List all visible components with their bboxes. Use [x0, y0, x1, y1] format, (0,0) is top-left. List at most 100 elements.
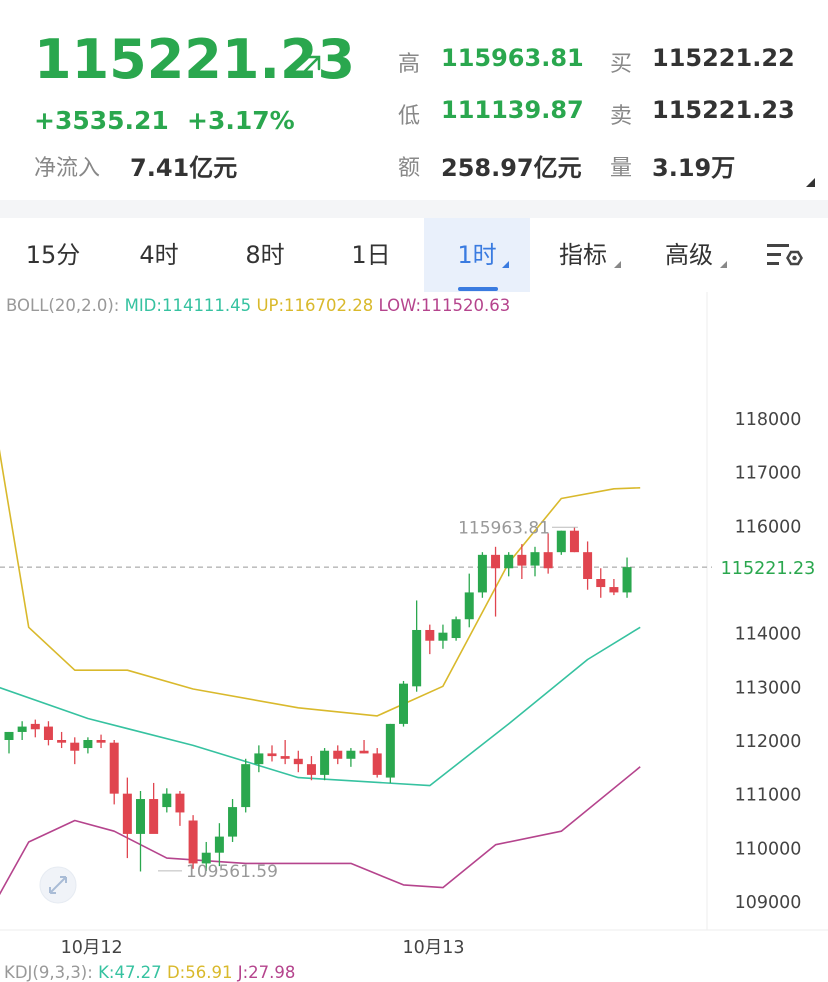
candle-body: [346, 750, 356, 759]
y-tick-label: 109000: [735, 893, 802, 913]
candle-body: [517, 554, 527, 566]
tab-8h[interactable]: 8时: [212, 218, 318, 292]
candle-body: [280, 756, 290, 759]
tab-1h[interactable]: 1时: [424, 218, 530, 292]
candle-body: [438, 632, 448, 641]
tab-label: 1时: [457, 241, 497, 269]
candle-body: [70, 742, 80, 751]
low-label: 低: [398, 104, 421, 129]
divider: [0, 200, 828, 218]
tab-label: 8时: [245, 241, 285, 269]
y-tick-label: 116000: [735, 517, 802, 537]
low-value: 111139.87: [441, 96, 584, 124]
candle-body: [491, 554, 501, 569]
price-change: +3535.21: [34, 106, 169, 135]
candle-body: [162, 793, 172, 808]
candle-body: [136, 799, 145, 834]
candle-body: [333, 750, 343, 759]
tab-label: 高级: [665, 241, 713, 269]
volume-label: 量: [610, 156, 633, 181]
candle-body: [425, 629, 435, 641]
y-tick-label: 112000: [735, 732, 802, 752]
bid-value: 115221.22: [652, 44, 795, 72]
candle-body: [556, 530, 566, 553]
candlestick-chart[interactable]: 118000 117000 116000 114000 113000 112000 1110…: [0, 292, 828, 962]
candle-body: [43, 726, 53, 740]
current-price-label: 115221.23: [721, 559, 816, 579]
candle-body: [622, 567, 632, 593]
tab-4h[interactable]: 4时: [106, 218, 212, 292]
candle-body: [188, 820, 198, 864]
candle-body: [583, 552, 593, 579]
tab-advanced[interactable]: 高级: [636, 218, 742, 292]
arrow-up-right-icon: [300, 55, 321, 76]
y-tick-label: 113000: [735, 678, 802, 698]
tab-15min[interactable]: 15分: [0, 218, 106, 292]
candle-body: [228, 807, 238, 837]
candle-body: [543, 552, 553, 569]
boll-lower-line: [0, 766, 641, 896]
tab-1d[interactable]: 1日: [318, 218, 424, 292]
y-tick-label: 117000: [735, 464, 802, 484]
price-change-pct: +3.17%: [187, 106, 295, 135]
candle-body: [17, 726, 27, 732]
boll-mid: MID:114111.45: [124, 296, 252, 315]
dropdown-corner-icon: [614, 261, 621, 268]
candle-body: [122, 793, 132, 834]
boll-params: BOLL(20,2.0):: [6, 296, 120, 315]
candle-body: [96, 740, 106, 743]
candle-body: [596, 579, 606, 588]
candle-body: [4, 731, 14, 740]
tab-indicators[interactable]: 指标: [530, 218, 636, 292]
y-tick-label: 111000: [735, 786, 802, 806]
low-marker-label: 109561.59: [186, 862, 278, 882]
inflow-label: 净流入: [34, 156, 101, 181]
candle-body: [293, 758, 303, 765]
dropdown-corner-icon: [720, 261, 727, 268]
tab-label: 指标: [559, 241, 607, 269]
period-tabs: 15分 4时 8时 1日 1时 指标 高级: [0, 218, 828, 292]
candle-body: [530, 552, 540, 566]
kdj-d: D:56.91: [166, 963, 233, 982]
kdj-params: KDJ(9,3,3):: [4, 963, 93, 982]
amount-label: 额: [398, 156, 421, 181]
y-tick-label: 110000: [735, 839, 802, 859]
tab-label: 15分: [25, 241, 81, 269]
candle-body: [254, 753, 264, 765]
candle-body: [149, 799, 159, 834]
x-tick-label: 10月12: [61, 938, 123, 958]
fullscreen-icon[interactable]: [39, 866, 77, 904]
kdj-k: K:47.27: [98, 963, 162, 982]
candle-body: [504, 554, 514, 569]
ask-label: 卖: [610, 104, 633, 129]
candle-body: [372, 753, 382, 775]
candle-body: [57, 740, 67, 743]
candle-body: [569, 530, 579, 553]
candle-body: [320, 750, 330, 775]
candle-body: [267, 753, 277, 757]
candle-body: [385, 723, 395, 778]
candle-body: [464, 592, 474, 620]
volume-value: 3.19万: [652, 154, 736, 182]
x-tick-label: 10月13: [402, 938, 464, 958]
kdj-j: J:27.98: [237, 963, 296, 982]
expand-corner-icon[interactable]: [806, 178, 815, 187]
chart-settings-icon[interactable]: [764, 240, 804, 272]
candle-body: [609, 587, 619, 593]
candle-body: [412, 629, 422, 687]
candle-body: [477, 554, 487, 593]
active-tab-indicator: [458, 287, 498, 291]
boll-upper-line: [0, 449, 641, 717]
last-price: 115221.23: [34, 28, 356, 91]
ask-value: 115221.23: [652, 96, 795, 124]
tab-label: 4时: [139, 241, 179, 269]
candle-body: [201, 852, 211, 864]
y-tick-label: 118000: [735, 410, 802, 430]
candle-body: [83, 740, 93, 749]
high-label: 高: [398, 52, 421, 77]
boll-up: UP:116702.28: [256, 296, 374, 315]
boll-low: LOW:111520.63: [378, 296, 511, 315]
kdj-legend: KDJ(9,3,3): K:47.27 D:56.91 J:27.98: [4, 963, 295, 982]
quote-header: 115221.23 +3535.21 +3.17% 净流入 7.41亿元 高 1…: [0, 0, 828, 200]
amount-value: 258.97亿元: [441, 154, 582, 182]
